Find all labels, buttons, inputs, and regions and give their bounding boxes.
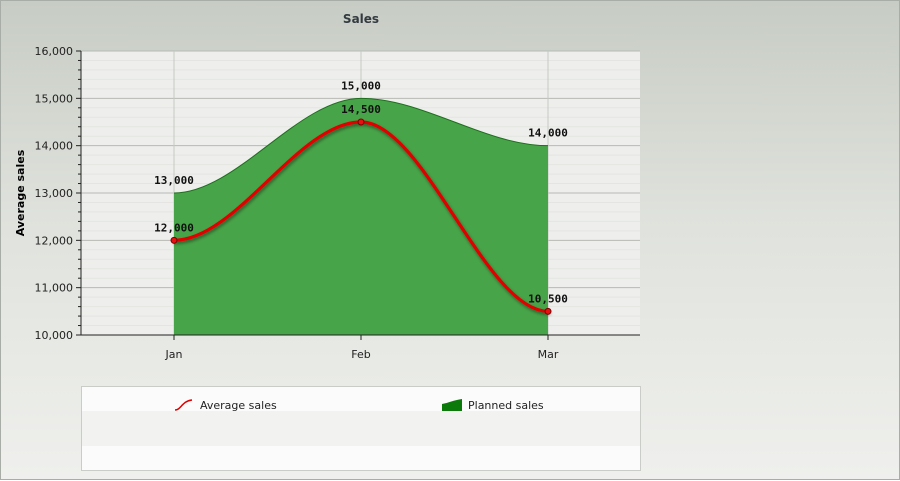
average-sales-marker: [357, 118, 365, 126]
y-axis-label: Average sales: [14, 149, 27, 236]
planned-sales-area: [174, 98, 548, 335]
y-tick-label: 15,000: [35, 92, 74, 105]
planned-sales-outline: [173, 97, 549, 194]
x-tick-label: Jan: [165, 348, 183, 361]
average-sales-data-label: 10,500: [528, 292, 568, 305]
x-tick-label: Feb: [351, 348, 370, 361]
y-tick-label: 16,000: [35, 45, 74, 58]
legend-item-average-sales[interactable]: Average sales: [174, 398, 277, 412]
red-spline-icon: [174, 399, 193, 411]
chart-title: Sales: [342, 12, 380, 26]
chart-legend: Average sales Planned sales: [81, 386, 641, 471]
legend-label: Average sales: [200, 398, 277, 412]
average-sales-data-label: 12,000: [154, 221, 194, 234]
legend-label: Planned sales: [468, 398, 544, 412]
average-sales-data-label: 14,500: [341, 103, 381, 116]
y-tick-label: 11,000: [35, 282, 74, 295]
y-tick-label: 10,000: [35, 329, 74, 342]
green-area-icon: [442, 399, 462, 411]
y-tick-label: 13,000: [35, 187, 74, 200]
y-tick-label: 12,000: [35, 234, 74, 247]
average-sales-marker: [170, 236, 178, 244]
planned-sales-data-label: 13,000: [154, 174, 194, 187]
x-tick-label: Mar: [538, 348, 559, 361]
y-tick-label: 14,000: [35, 140, 74, 153]
planned-sales-data-label: 14,000: [528, 127, 568, 140]
legend-item-planned-sales[interactable]: Planned sales: [442, 398, 544, 412]
planned-sales-data-label: 15,000: [341, 79, 381, 92]
average-sales-marker: [544, 307, 552, 315]
